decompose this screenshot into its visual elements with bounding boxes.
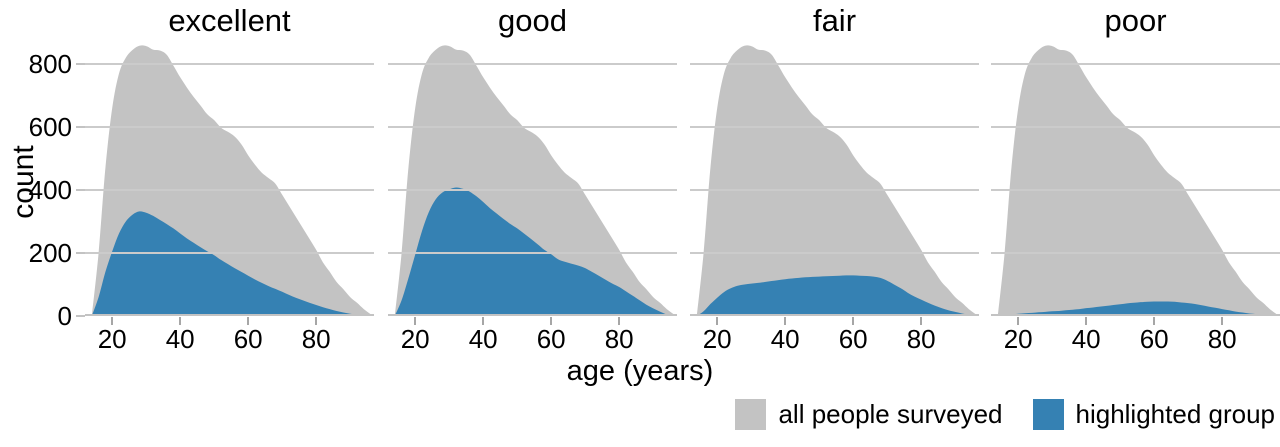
gridline-600 (690, 126, 979, 128)
legend-item-all-people: all people surveyed (735, 399, 1003, 430)
x-tick-mark (482, 317, 485, 325)
legend-label-all-people: all people surveyed (778, 399, 1003, 429)
gridline-400 (85, 189, 374, 191)
area-highlighted-group (91, 211, 374, 316)
panel-poor: 20 40 60 80 (991, 42, 1280, 353)
plot-area-poor (997, 45, 1280, 316)
gridline-400 (991, 189, 1280, 191)
x-tick-label: 80 (604, 324, 634, 354)
gridline-200 (690, 252, 979, 254)
x-tick-mark (1017, 317, 1020, 325)
x-tick-label: 20 (400, 324, 430, 354)
facet-title-fair: fair (812, 3, 857, 38)
panel-good: 20 40 60 80 (388, 42, 677, 353)
plot-area-fair (696, 45, 979, 316)
x-tick-mark (550, 317, 553, 325)
legend-item-highlighted-group: highlighted group (1032, 399, 1276, 430)
x-axis-title: age (years) (566, 355, 714, 387)
plot-area-excellent (91, 45, 374, 316)
x-tick-mark (1221, 317, 1224, 325)
y-tick-mark (76, 63, 85, 65)
x-tick-label: 80 (1207, 324, 1237, 354)
x-tick-mark (920, 317, 923, 325)
gridline-600 (388, 126, 677, 128)
x-tick-mark (247, 317, 250, 325)
x-tick-mark (618, 317, 621, 325)
y-tick-label: 800 (28, 49, 72, 79)
x-tick-label: 40 (165, 324, 195, 354)
facet-title-poor: poor (1104, 3, 1167, 38)
x-tick-label: 20 (97, 324, 127, 354)
gridline-200 (85, 252, 374, 254)
x-axis-line (85, 314, 374, 316)
panel-fair: 20 40 60 80 (690, 42, 979, 353)
x-tick-mark (1153, 317, 1156, 325)
x-tick-mark (315, 317, 318, 325)
facet-title-excellent: excellent (168, 3, 291, 38)
legend: all people surveyed highlighted group (735, 399, 1275, 430)
y-tick-label: 400 (28, 175, 72, 205)
x-axis-line (690, 314, 979, 316)
y-tick-mark (76, 315, 85, 317)
legend-swatch-all-people (735, 399, 767, 430)
gridline-400 (690, 189, 979, 191)
x-tick-label: 40 (468, 324, 498, 354)
x-tick-mark (111, 317, 114, 325)
x-tick-label: 40 (770, 324, 800, 354)
x-tick-label: 40 (1071, 324, 1101, 354)
gridline-800 (991, 63, 1280, 65)
x-tick-mark (784, 317, 787, 325)
x-tick-label: 20 (1003, 324, 1033, 354)
area-all-people (696, 45, 979, 316)
x-tick-mark (1085, 317, 1088, 325)
area-highlighted-group (394, 187, 677, 316)
gridline-200 (388, 252, 677, 254)
x-axis-line (388, 314, 677, 316)
x-tick-label: 60 (233, 324, 263, 354)
legend-label-highlighted-group: highlighted group (1075, 399, 1276, 429)
gridline-800 (85, 63, 374, 65)
y-tick-mark (76, 189, 85, 191)
x-tick-mark (852, 317, 855, 325)
y-tick-label: 0 (57, 301, 72, 331)
x-tick-mark (716, 317, 719, 325)
x-tick-label: 80 (301, 324, 331, 354)
legend-swatch-highlighted-group (1032, 399, 1064, 430)
gridline-600 (991, 126, 1280, 128)
area-all-people (997, 45, 1280, 316)
gridline-800 (690, 63, 979, 65)
y-tick-label: 200 (28, 238, 72, 268)
x-tick-label: 60 (1139, 324, 1169, 354)
x-tick-label: 60 (536, 324, 566, 354)
area-highlighted-group (696, 275, 979, 316)
y-tick-mark (76, 126, 85, 128)
gridline-400 (388, 189, 677, 191)
area-highlighted-group (997, 301, 1280, 316)
x-axis-line (991, 314, 1280, 316)
facet-title-good: good (498, 3, 567, 38)
plot-area-good (394, 45, 677, 316)
x-tick-mark (179, 317, 182, 325)
gridline-800 (388, 63, 677, 65)
x-tick-label: 80 (906, 324, 936, 354)
y-tick-mark (76, 252, 85, 254)
x-tick-label: 60 (838, 324, 868, 354)
panel-excellent: 20 40 60 80 (85, 42, 374, 353)
x-tick-label: 20 (702, 324, 732, 354)
y-tick-label: 600 (28, 112, 72, 142)
gridline-200 (991, 252, 1280, 254)
gridline-600 (85, 126, 374, 128)
x-tick-mark (414, 317, 417, 325)
